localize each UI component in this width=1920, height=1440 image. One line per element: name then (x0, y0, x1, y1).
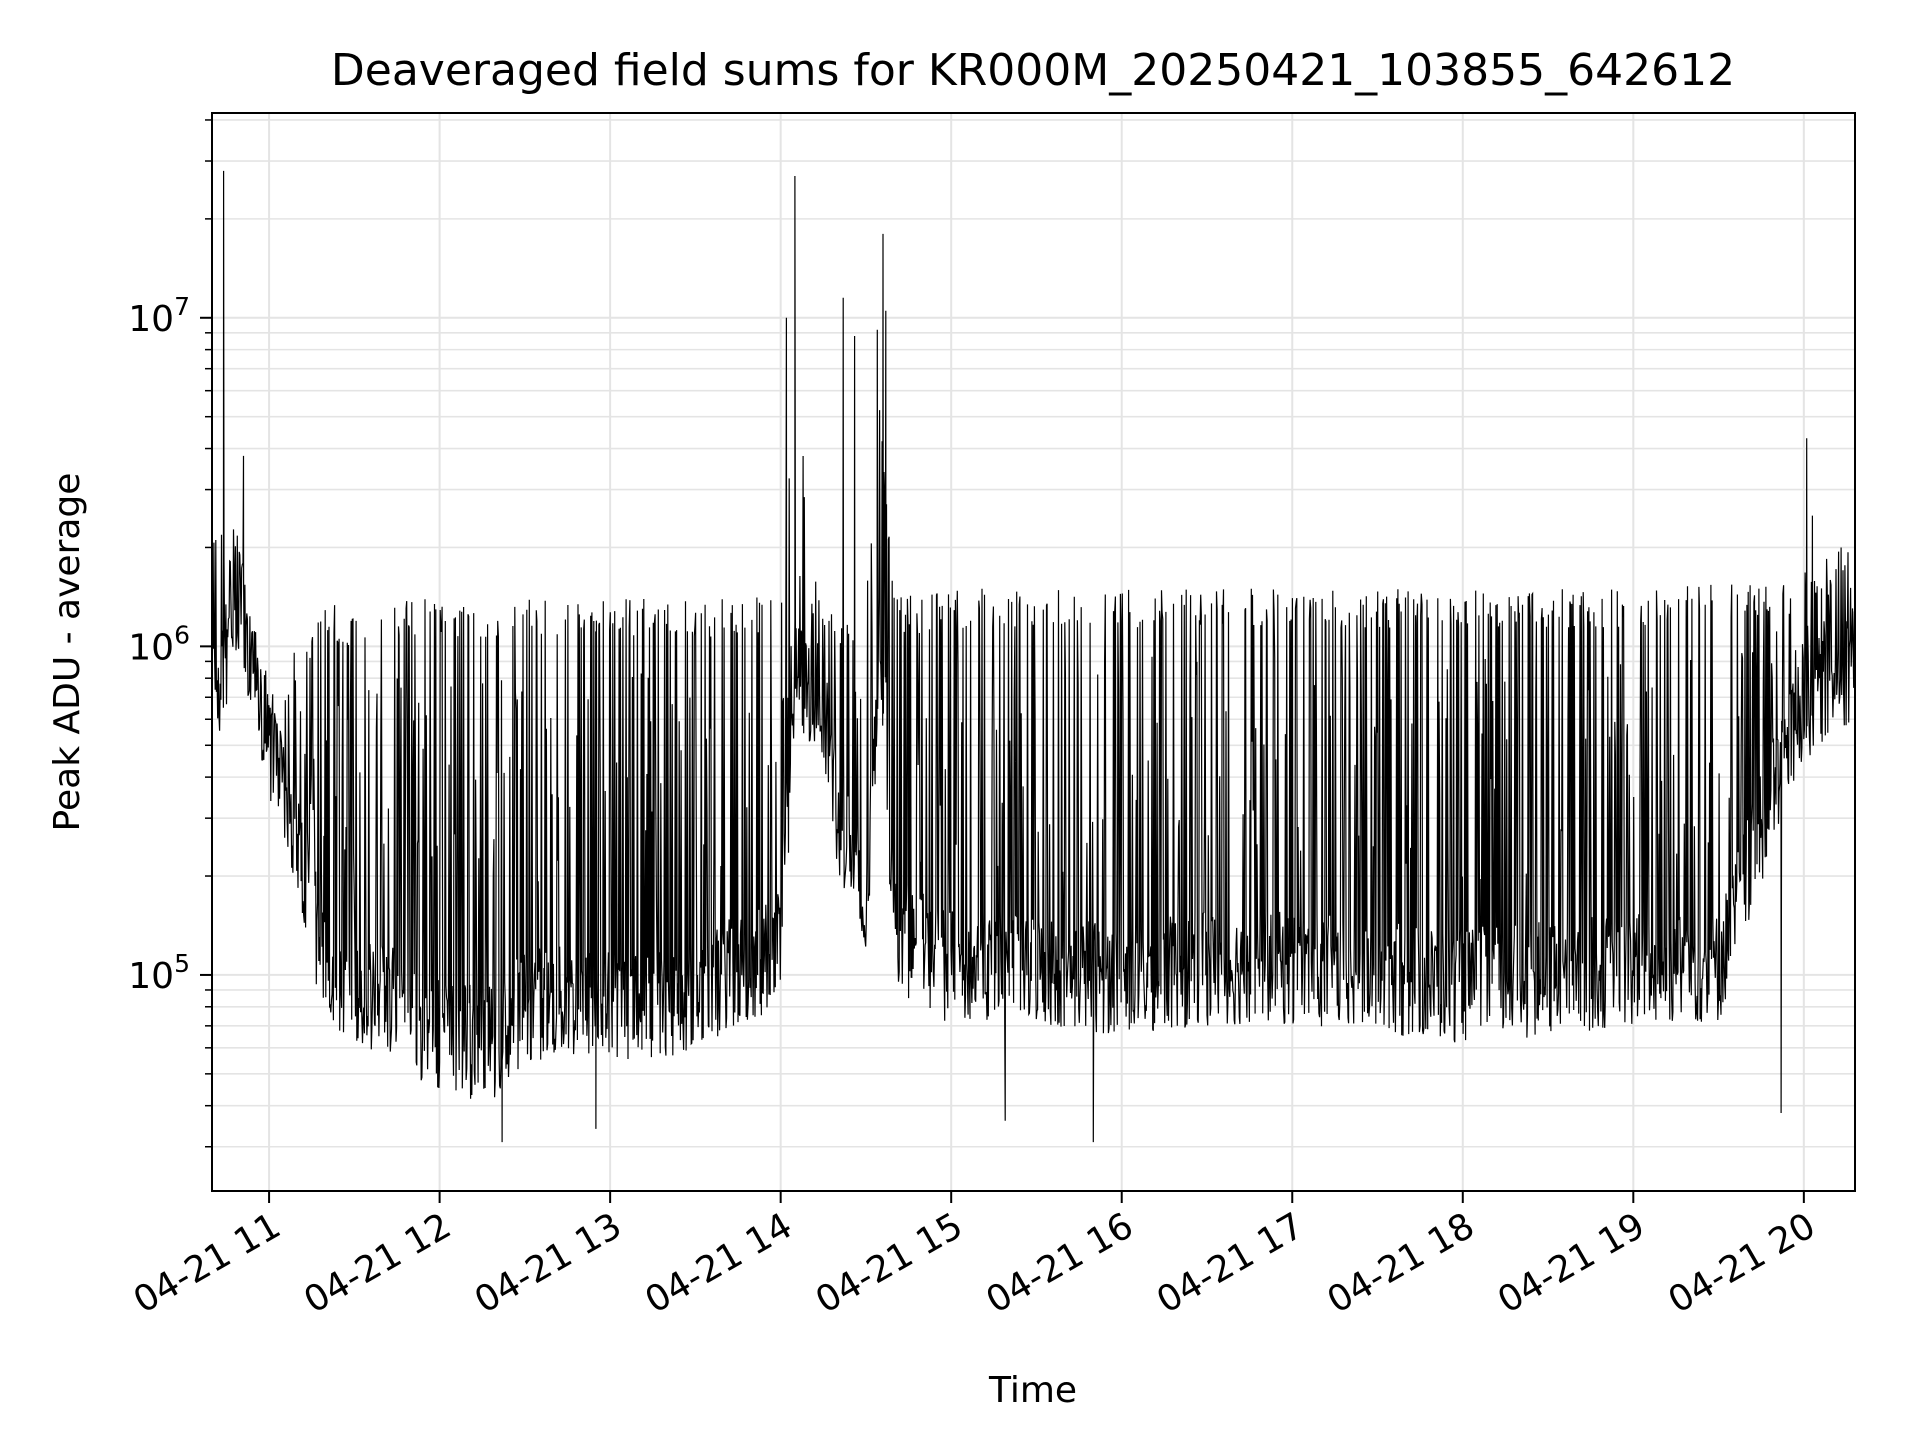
y-tick-label: 107 (128, 292, 190, 340)
y-tick-label: 105 (128, 949, 190, 997)
y-axis-label: Peak ADU - average (47, 473, 88, 832)
x-axis-label: Time (988, 1370, 1077, 1411)
y-tick-label: 106 (128, 620, 190, 668)
plot-frame (211, 112, 1856, 1192)
y-axis-ticks: 105 106 107 (128, 119, 212, 1148)
series-line (212, 170, 1855, 1143)
chart-title: Deaveraged field sums for KR000M_2025042… (331, 45, 1735, 96)
